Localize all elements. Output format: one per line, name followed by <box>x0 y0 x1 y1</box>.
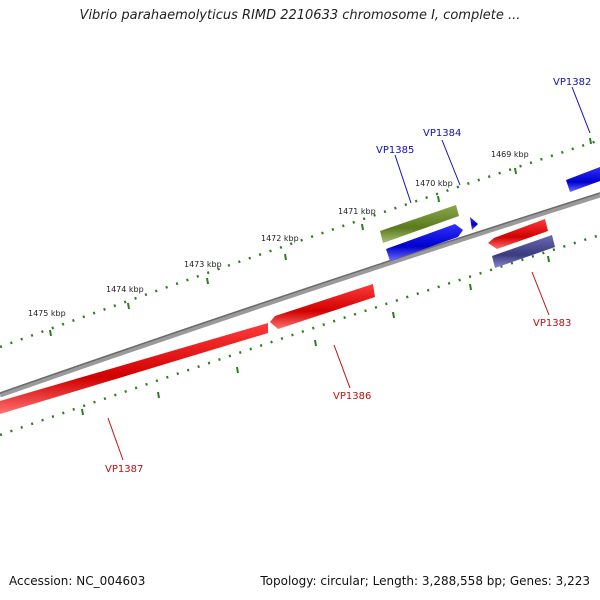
scale-label-1474: 1474 kbp <box>106 285 144 294</box>
label-leaders <box>107 86 591 461</box>
scale-label-1469: 1469 kbp <box>491 150 529 159</box>
gene-label-vp1384: VP1384 <box>423 128 461 139</box>
gene-label-vp1387: VP1387 <box>105 464 143 475</box>
accession-text: Accession: NC_004603 <box>9 574 146 588</box>
gene-label-vp1383: VP1383 <box>533 318 571 329</box>
feature-olive[interactable] <box>380 205 459 243</box>
gene-label-vp1382: VP1382 <box>553 77 591 88</box>
feature-purple[interactable] <box>492 235 555 268</box>
gene-label-vp1386: VP1386 <box>333 391 371 402</box>
gene-label-vp1385: VP1385 <box>376 145 414 156</box>
scale-label-1471: 1471 kbp <box>338 207 376 216</box>
scale-label-1472: 1472 kbp <box>261 234 299 243</box>
gene-vp1385[interactable] <box>386 224 463 261</box>
scale-label-1473: 1473 kbp <box>184 260 222 269</box>
topology-text: Topology: circular; Length: 3,288,558 bp… <box>260 574 590 588</box>
scale-label-1470: 1470 kbp <box>415 179 453 188</box>
upper-tick-track <box>0 138 600 349</box>
gene-vp1382[interactable] <box>566 167 600 192</box>
upper-major-ticks <box>49 137 592 337</box>
lower-major-ticks <box>81 255 550 416</box>
map-title: Vibrio parahaemolyticus RIMD 2210633 chr… <box>79 8 521 23</box>
chromosome-backbone <box>0 192 600 398</box>
chromosome-backbone-shade <box>0 192 600 394</box>
lower-tick-track <box>0 233 600 437</box>
scale-label-1475: 1475 kbp <box>28 309 66 318</box>
gene-vp1386[interactable] <box>270 284 375 329</box>
gene-vp1383[interactable] <box>488 219 548 249</box>
gene-vp1384[interactable] <box>470 217 478 230</box>
gene-vp1387[interactable] <box>0 323 268 414</box>
